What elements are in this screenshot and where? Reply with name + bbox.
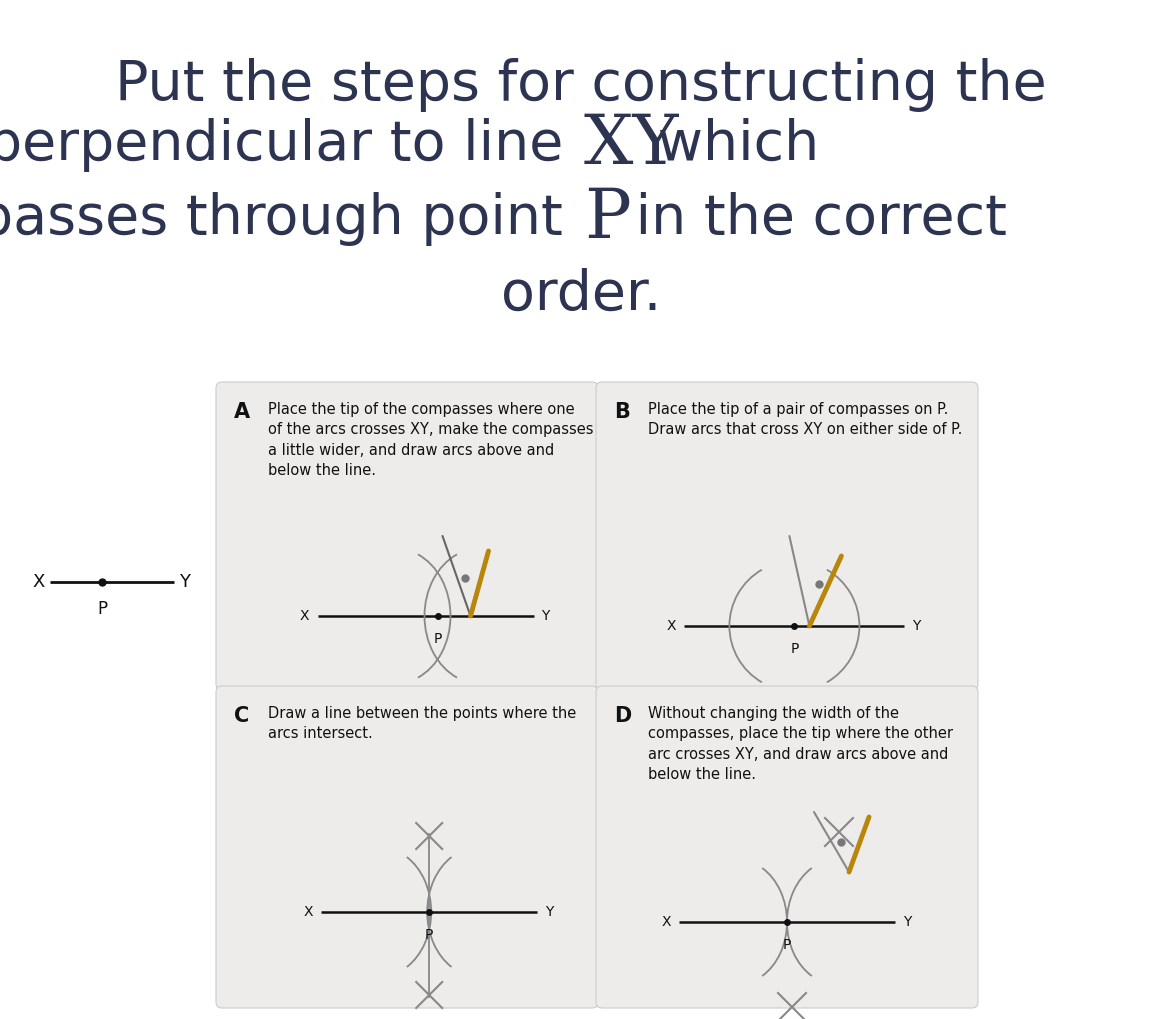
Text: Draw a line between the points where the
arcs intersect.: Draw a line between the points where the…: [267, 706, 576, 742]
Text: Y: Y: [902, 915, 912, 929]
Text: Put the steps for constructing the: Put the steps for constructing the: [115, 58, 1047, 112]
Text: Y: Y: [913, 619, 921, 633]
Text: D: D: [614, 706, 632, 726]
Text: passes through point: passes through point: [0, 192, 582, 246]
FancyBboxPatch shape: [216, 382, 598, 690]
FancyBboxPatch shape: [216, 686, 598, 1008]
Text: X: X: [300, 609, 309, 623]
Text: X: X: [662, 915, 671, 929]
Text: Place the tip of the compasses where one
of the arcs crosses XY, make the compas: Place the tip of the compasses where one…: [267, 403, 593, 478]
Text: Place the tip of a pair of compasses on P.
Draw arcs that cross XY on either sid: Place the tip of a pair of compasses on …: [648, 403, 962, 437]
Text: Y: Y: [542, 609, 550, 623]
Text: P: P: [790, 642, 799, 656]
FancyBboxPatch shape: [595, 686, 978, 1008]
Text: Without changing the width of the
compasses, place the tip where the other
arc c: Without changing the width of the compas…: [648, 706, 952, 783]
Text: B: B: [614, 403, 630, 422]
Text: in the correct: in the correct: [618, 192, 1007, 246]
Text: A: A: [234, 403, 250, 422]
Text: order.: order.: [501, 268, 662, 322]
Text: Y: Y: [179, 573, 190, 591]
Text: P: P: [424, 928, 434, 942]
Text: P: P: [584, 186, 630, 253]
Text: perpendicular to line: perpendicular to line: [0, 118, 582, 172]
Text: P: P: [783, 938, 791, 952]
Text: X: X: [304, 905, 313, 919]
Text: Y: Y: [545, 905, 554, 919]
Text: X: X: [33, 573, 45, 591]
Text: C: C: [234, 706, 249, 726]
FancyBboxPatch shape: [595, 382, 978, 690]
Text: XY: XY: [584, 112, 679, 178]
Text: P: P: [434, 632, 442, 646]
Text: P: P: [97, 600, 107, 618]
Text: X: X: [666, 619, 677, 633]
Text: which: which: [640, 118, 819, 172]
